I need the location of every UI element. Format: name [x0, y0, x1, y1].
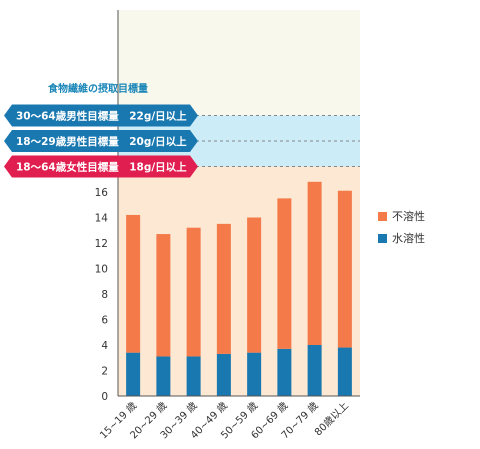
- bar-insoluble-3: [216, 223, 231, 354]
- x-tick-labels: 15~19 歳20~29 歳30~39 歳40~49 歳50~59 歳60~69…: [98, 400, 351, 442]
- bar-soluble-5: [277, 348, 292, 396]
- bar-soluble-7: [337, 347, 352, 396]
- y-tick-label: 0: [101, 391, 108, 403]
- bar-insoluble-6: [307, 181, 322, 345]
- x-tick-label: 80歳以上: [312, 400, 351, 439]
- bar-soluble-6: [307, 345, 322, 396]
- bar-soluble-4: [247, 352, 262, 396]
- target-tag-2: [4, 155, 198, 178]
- legend-label-insoluble: 不溶性: [392, 210, 425, 223]
- y-tick-label: 6: [101, 315, 108, 327]
- legend-item-insoluble: 不溶性: [378, 205, 425, 227]
- legend-swatch-insoluble: [378, 211, 387, 221]
- y-tick-label: 10: [95, 264, 108, 276]
- target-label-0: 30～64歳男性目標量 22g/日以上: [16, 110, 187, 123]
- target-label-2: 18～64歳女性目標量 18g/日以上: [16, 161, 187, 174]
- bar-soluble-2: [186, 356, 201, 396]
- y-tick-label: 4: [101, 340, 108, 352]
- target-bands: [118, 10, 360, 396]
- y-tick-label: 8: [101, 289, 108, 301]
- y-tick-labels: 0 2 4 6 8 10 12 14 16: [95, 187, 109, 403]
- target-tag-0: [4, 104, 198, 127]
- bar-insoluble-0: [126, 214, 141, 353]
- bar-insoluble-1: [156, 234, 171, 357]
- axes: [117, 10, 360, 397]
- bar-insoluble-4: [247, 217, 262, 353]
- y-tick-label: 14: [95, 213, 109, 225]
- legend: 不溶性 水溶性: [378, 205, 425, 249]
- bar-insoluble-7: [337, 190, 352, 348]
- band-above-targets: [118, 10, 360, 116]
- bar-insoluble-5: [277, 198, 292, 349]
- targets-title: 食物繊維の摂取目標量: [48, 84, 148, 95]
- target-labels: 30～64歳男性目標量 22g/日以上 18～29歳男性目標量 20g/日以上 18…: [4, 104, 360, 178]
- bar-soluble-1: [156, 356, 171, 396]
- y-tick-label: 16: [95, 187, 109, 199]
- bar-series: [126, 181, 352, 396]
- target-label-1: 18～29歳男性目標量 20g/日以上: [16, 135, 187, 148]
- legend-label-soluble: 水溶性: [392, 232, 425, 245]
- y-tick-label: 2: [101, 366, 108, 378]
- bar-soluble-3: [216, 353, 231, 396]
- bar-soluble-0: [126, 352, 141, 396]
- target-tag-1: [4, 130, 198, 152]
- y-tick-label: 12: [95, 238, 108, 250]
- band-below-targets: [118, 166, 360, 396]
- bar-insoluble-2: [186, 227, 201, 357]
- legend-swatch-soluble: [378, 233, 387, 243]
- legend-item-soluble: 水溶性: [378, 227, 425, 249]
